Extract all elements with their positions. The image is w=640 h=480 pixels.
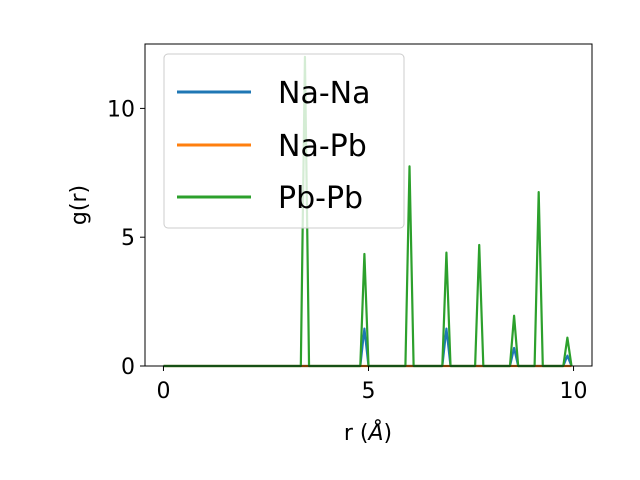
y-tick-label: 5 xyxy=(121,226,135,251)
y-tick-label: 10 xyxy=(107,97,135,122)
x-tick-label: 0 xyxy=(156,379,170,404)
legend-label-na-na: Na-Na xyxy=(278,76,370,111)
y-axis-ticks: 0 5 10 xyxy=(107,97,145,380)
x-axis-label-symbol: Å xyxy=(366,419,383,446)
legend-label-na-pb: Na-Pb xyxy=(278,129,367,164)
x-axis-label-close: ) xyxy=(384,421,393,446)
x-tick-label: 10 xyxy=(560,379,588,404)
legend-box xyxy=(163,53,405,229)
x-tick-label: 5 xyxy=(362,379,376,404)
legend-label-pb-pb: Pb-Pb xyxy=(278,181,363,216)
y-tick-label: 0 xyxy=(121,355,135,380)
x-axis-ticks: 0 5 10 xyxy=(156,366,588,404)
legend: Na-Na Na-Pb Pb-Pb xyxy=(163,53,405,229)
x-axis-label-main: r ( xyxy=(344,421,369,446)
x-axis-label: r (Å) xyxy=(344,419,392,446)
y-axis-label: g(r) xyxy=(67,185,92,225)
